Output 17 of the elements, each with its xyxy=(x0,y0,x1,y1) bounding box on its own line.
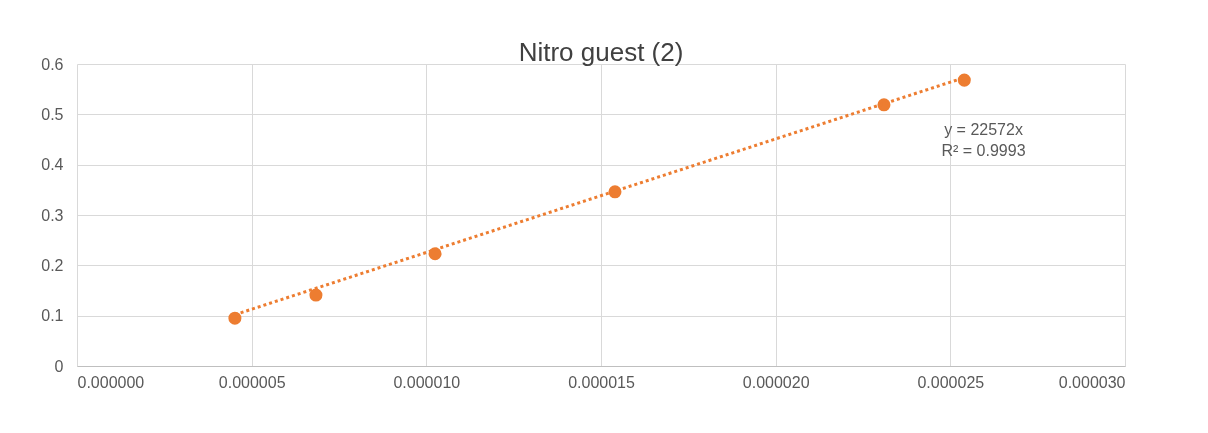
y-tick-label: 0 xyxy=(54,357,64,375)
x-tick-label: 0.000005 xyxy=(218,373,286,391)
x-tick-label: 0.000010 xyxy=(393,373,461,391)
y-tick-label: 0.1 xyxy=(41,307,64,325)
x-tick-label: 0.000000 xyxy=(77,373,145,391)
x-tick-label: 0.000030 xyxy=(1058,373,1126,391)
annotation: R² = 0.9993 xyxy=(941,142,1026,160)
y-tick-label: 0.3 xyxy=(41,206,64,224)
x-tick-label: 0.000020 xyxy=(742,373,810,391)
chart-title: Nitro guest (2) xyxy=(518,37,684,67)
y-tick-label: 0.6 xyxy=(41,55,64,73)
y-tick-label: 0.2 xyxy=(41,256,64,274)
x-tick-label: 0.000025 xyxy=(917,373,985,391)
x-tick-label: 0.000015 xyxy=(568,373,635,391)
annotation: y = 22572x xyxy=(944,121,1023,139)
y-tick-label: 0.5 xyxy=(41,105,64,123)
y-tick-label: 0.4 xyxy=(41,156,64,174)
